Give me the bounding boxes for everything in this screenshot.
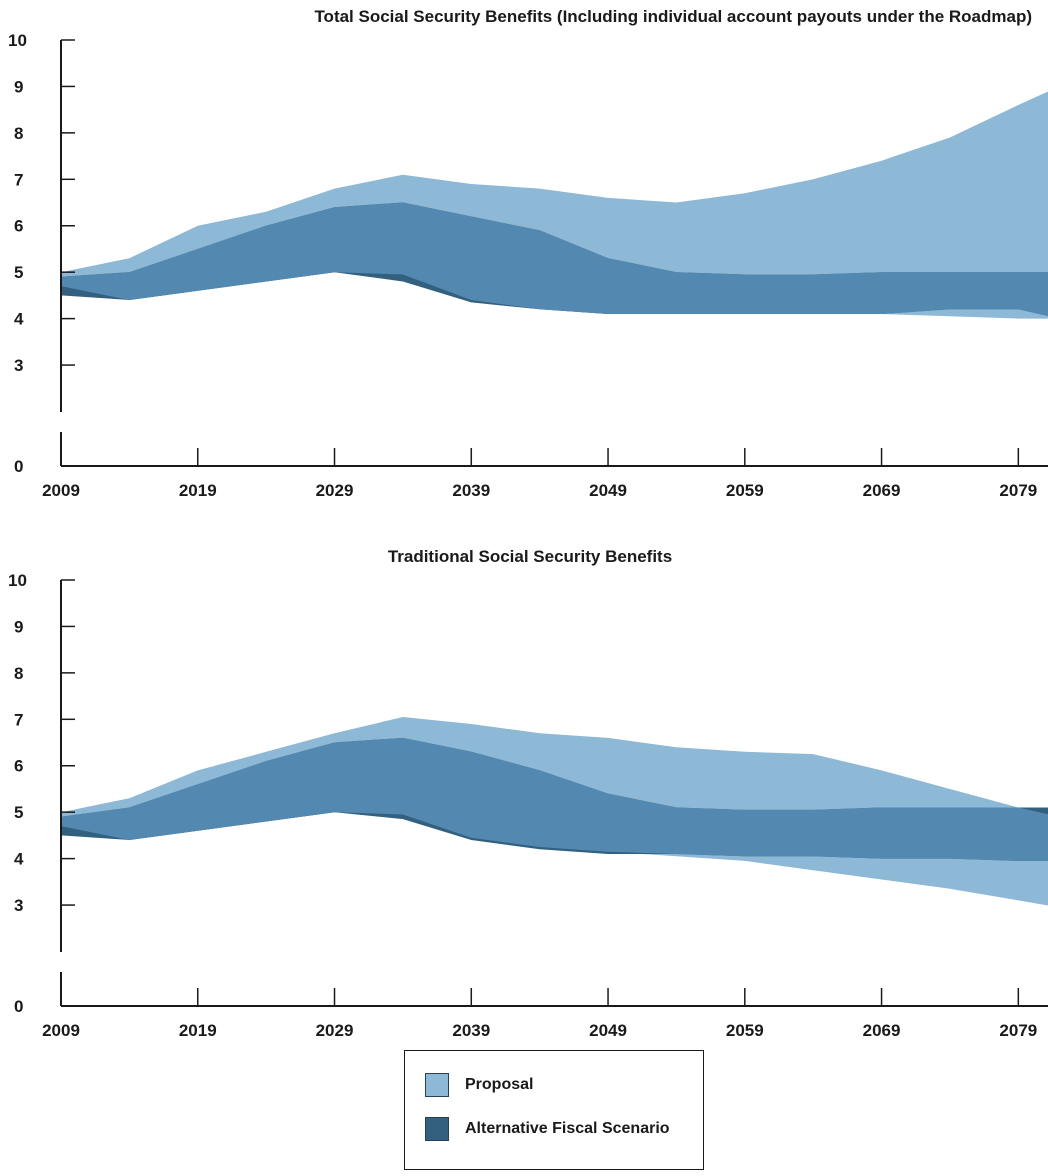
plot-area [61,91,1048,319]
y-tick-label: 10 [8,571,27,590]
x-tick-label: 2029 [316,1021,354,1040]
y-tick-label: 8 [14,124,23,143]
legend-item-alternative-fiscal-scenario: Alternative Fiscal Scenario [425,1117,670,1141]
legend-label: Alternative Fiscal Scenario [465,1120,670,1137]
x-tick-label: 2059 [726,1021,764,1040]
y-tick-label: 10 [8,31,27,50]
y-tick-label: 7 [14,170,23,189]
series-area-overlap [61,737,1048,861]
y-tick-label: 9 [14,77,23,96]
y-tick-label: 0 [14,997,23,1016]
x-tick-label: 2069 [863,481,901,500]
total-benefits-chart: Total Social Security Benefits (Includin… [8,7,1048,500]
chart-title: Traditional Social Security Benefits [388,547,672,566]
y-tick-label: 6 [14,757,23,776]
x-tick-label: 2019 [179,1021,217,1040]
legend-swatch [425,1117,449,1141]
y-tick-label: 0 [14,457,23,476]
x-tick-label: 2069 [863,1021,901,1040]
x-tick-label: 2029 [316,481,354,500]
x-tick-label: 2009 [42,1021,80,1040]
x-tick-label: 2079 [999,1021,1037,1040]
legend-swatch [425,1073,449,1097]
y-tick-label: 5 [14,803,23,822]
plot-area [61,717,1048,906]
y-tick-label: 7 [14,710,23,729]
y-tick-label: 3 [14,356,23,375]
x-tick-label: 2039 [452,1021,490,1040]
axes: 0 3 4 5 6 7 8 9 10 2009 2019 2029 2039 2049 2059 2069 20… [8,571,1048,1040]
x-tick-label: 2079 [999,481,1037,500]
x-tick-label: 2049 [589,1021,627,1040]
traditional-benefits-chart: Traditional Social Security Benefits 0 3 4… [8,547,1048,1040]
charts-canvas: Total Social Security Benefits (Includin… [8,7,1048,1040]
y-tick-label: 8 [14,664,23,683]
y-tick-label: 3 [14,896,23,915]
y-tick-label: 4 [14,310,24,329]
x-tick-label: 2019 [179,481,217,500]
legend-item-proposal: Proposal [425,1073,533,1097]
axes: 0 3 4 5 6 7 8 9 10 2009 2019 2029 2039 2049 2059 2069 20… [8,31,1048,500]
x-tick-label: 2039 [452,481,490,500]
y-tick-label: 6 [14,217,23,236]
x-tick-label: 2059 [726,481,764,500]
y-tick-label: 5 [14,263,23,282]
y-tick-label: 4 [14,850,24,869]
chart-title: Total Social Security Benefits (Includin… [314,7,1032,26]
series-area-overlap [61,202,1048,317]
x-tick-label: 2049 [589,481,627,500]
y-tick-label: 9 [14,617,23,636]
legend-label: Proposal [465,1076,534,1093]
x-tick-label: 2009 [42,481,80,500]
legend: Proposal Alternative Fiscal Scenario [404,1050,704,1170]
